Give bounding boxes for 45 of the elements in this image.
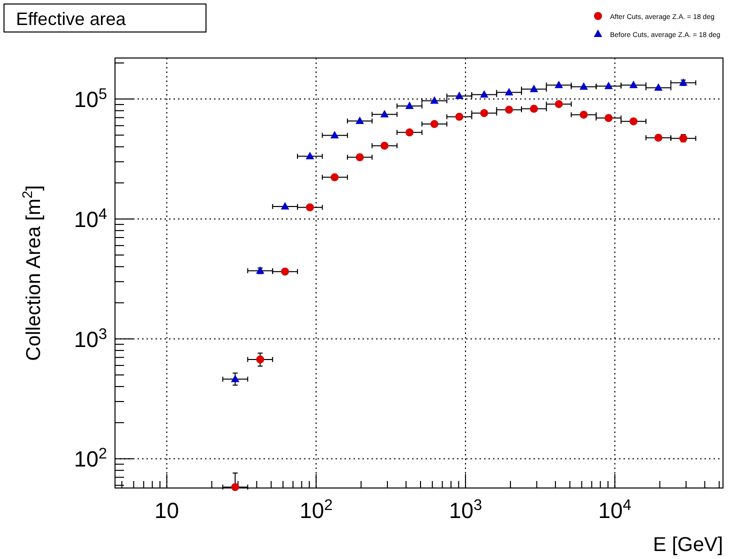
point <box>530 104 538 113</box>
point <box>380 142 389 150</box>
point <box>330 130 339 138</box>
point <box>281 268 290 276</box>
point <box>580 82 588 90</box>
x-tick-label: 10$^{4}$ <box>598 496 632 523</box>
x-tick-label: 10$^{2}$ <box>300 496 333 523</box>
point <box>306 152 314 160</box>
point <box>380 110 389 118</box>
point <box>356 153 364 162</box>
point <box>629 80 638 88</box>
point <box>306 203 314 212</box>
point <box>455 92 464 100</box>
x-tick-label: 10$^{3}$ <box>448 496 482 523</box>
point <box>480 109 488 118</box>
point <box>654 134 662 142</box>
point <box>230 374 240 382</box>
point <box>580 110 588 119</box>
point <box>554 100 563 108</box>
point <box>405 102 414 110</box>
point <box>630 117 638 126</box>
point <box>406 128 414 136</box>
point <box>480 90 488 98</box>
point <box>430 96 439 104</box>
point <box>455 112 464 121</box>
point <box>505 106 514 114</box>
point <box>330 173 339 182</box>
y-tick-label: 10$^{2}$ <box>74 445 107 472</box>
point <box>654 83 663 91</box>
point <box>504 88 514 96</box>
point <box>604 114 613 122</box>
point <box>604 82 613 90</box>
point <box>430 120 438 128</box>
y-tick-label: 10$^{3}$ <box>74 325 107 352</box>
point <box>231 483 240 492</box>
point <box>280 202 290 210</box>
y-tick-label: 10$^{5}$ <box>74 86 107 112</box>
x-axis-title: E [GeV] <box>652 534 723 556</box>
point <box>356 116 364 124</box>
x-tick-label: 10 <box>154 498 180 523</box>
y-tick-label: 10$^{4}$ <box>74 205 108 232</box>
chart-title: Effective area <box>16 9 127 29</box>
point <box>530 84 538 92</box>
point <box>256 355 264 364</box>
point <box>554 80 564 88</box>
